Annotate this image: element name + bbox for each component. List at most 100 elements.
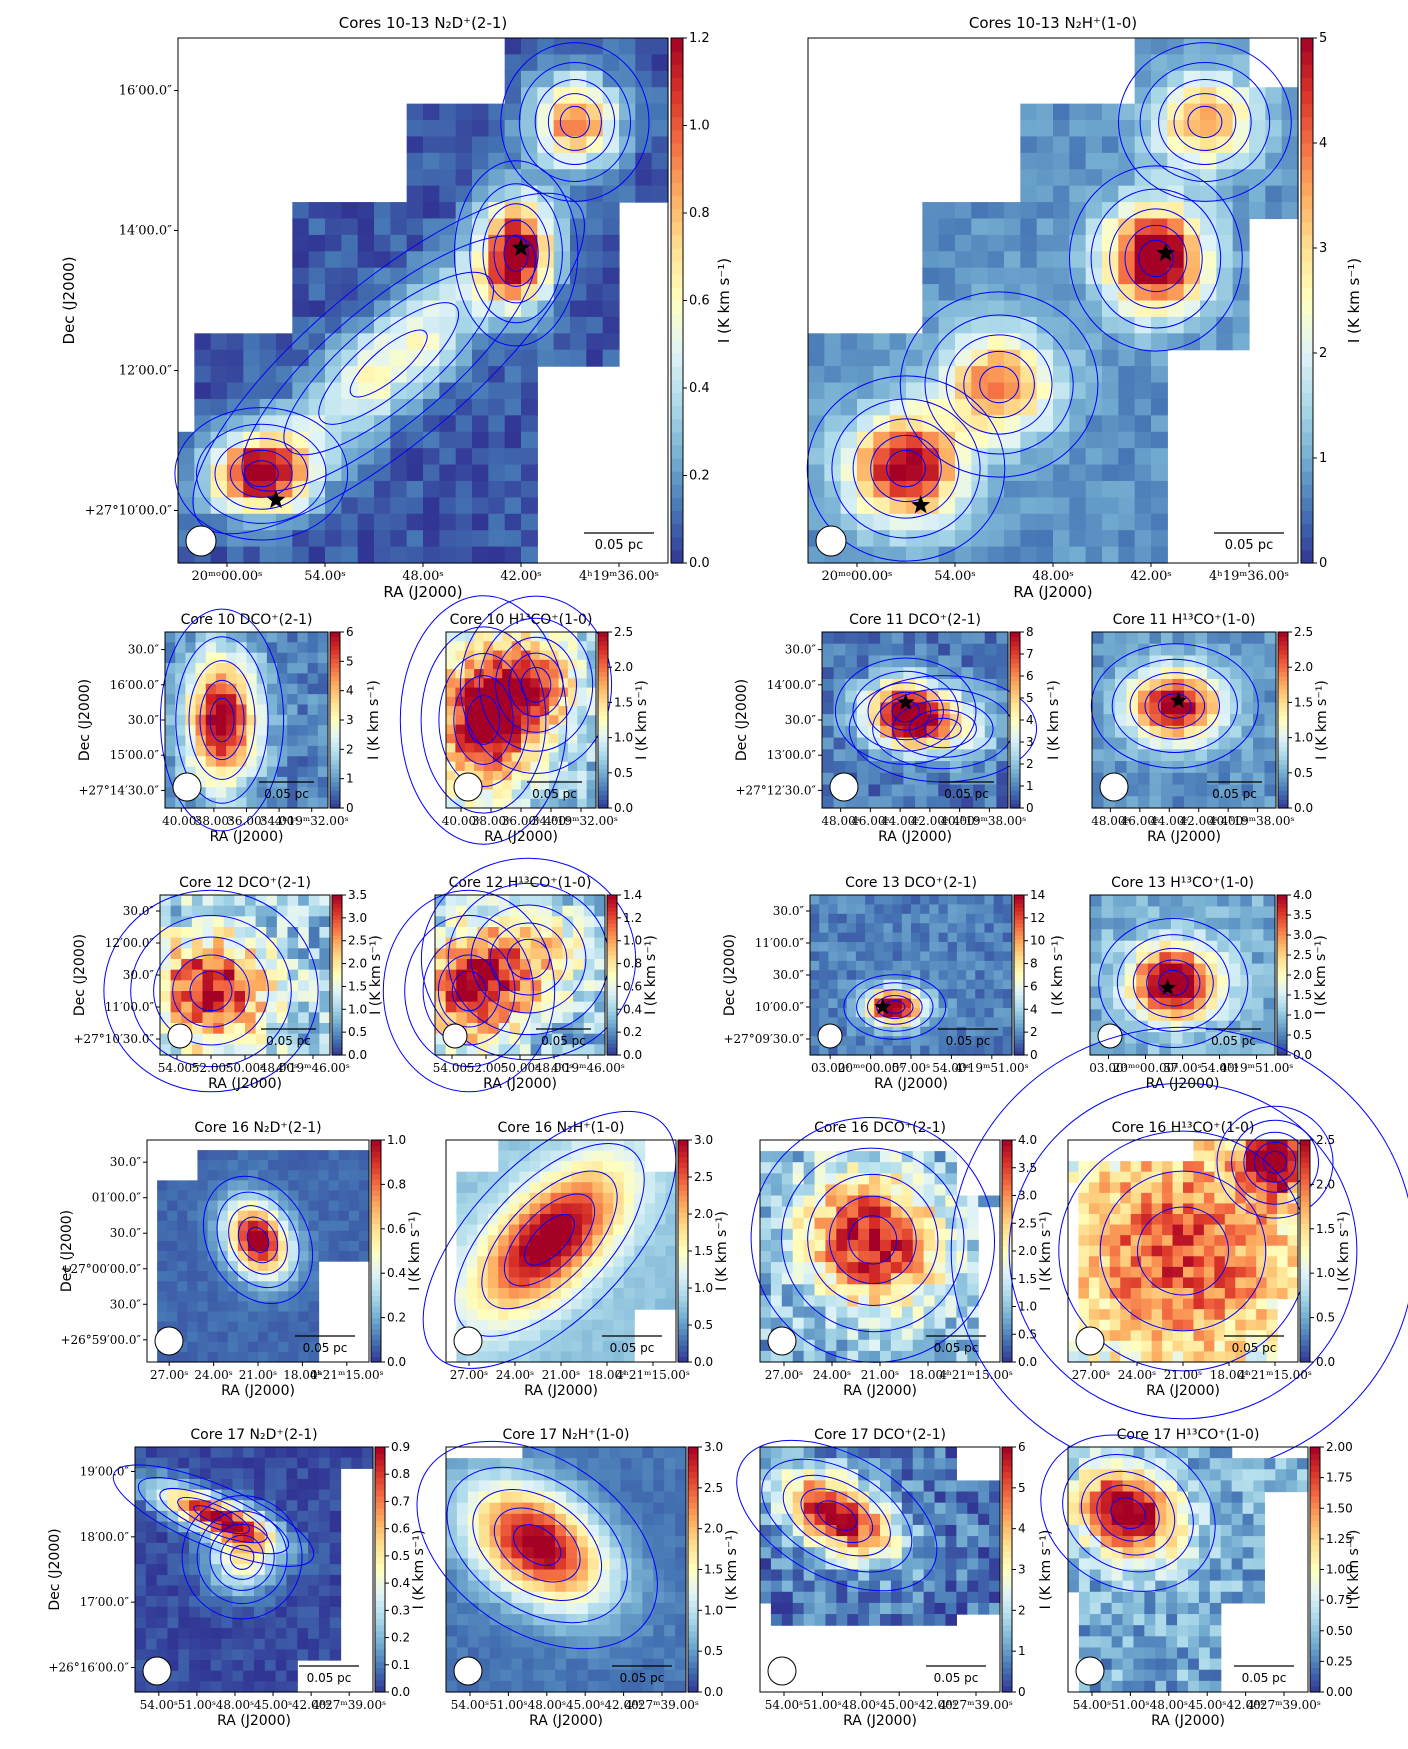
heatmap-pixel (197, 1311, 209, 1323)
colorbar-segment (1301, 523, 1313, 538)
colorbar-segment (330, 658, 340, 664)
heatmap-pixel (259, 480, 277, 498)
heatmap-pixel (357, 349, 375, 367)
heatmap-pixel (567, 687, 578, 698)
heatmap-pixel (530, 948, 542, 960)
heatmap-pixel (966, 989, 976, 1000)
heatmap-pixel (1069, 284, 1087, 302)
heatmap-pixel (938, 761, 951, 774)
heatmap-pixel (865, 989, 875, 1000)
heatmap-pixel (298, 980, 310, 992)
heatmap-pixel (651, 87, 669, 105)
heatmap-pixel (245, 991, 257, 1003)
heatmap-pixel (202, 905, 214, 917)
heatmap-pixel (520, 937, 532, 949)
heatmap-pixel (1004, 300, 1021, 318)
heatmap-pixel (278, 1190, 289, 1202)
heatmap-pixel (197, 1220, 209, 1232)
heatmap-pixel (1124, 1020, 1137, 1033)
heatmap-pixel (567, 789, 578, 800)
heatmap-pixel (1102, 398, 1119, 416)
heatmap-pixel (915, 796, 928, 809)
heatmap-pixel (287, 937, 299, 949)
colorbar-label: I (K km s⁻¹) (634, 680, 650, 760)
heatmap-pixel (466, 969, 479, 981)
colorbar-tick-label: 3 (1319, 241, 1327, 256)
heatmap-pixel (1138, 749, 1151, 762)
heatmap-pixel (1151, 448, 1168, 466)
heatmap-pixel (1167, 87, 1185, 105)
heatmap-pixel (464, 715, 475, 726)
heatmap-pixel (181, 895, 193, 907)
heatmap-pixel (464, 733, 475, 744)
heatmap-pixel (868, 761, 881, 774)
heatmap-pixel (1253, 702, 1266, 715)
colorbar-segment (671, 523, 683, 538)
heatmap-pixel (266, 797, 278, 809)
heatmap-pixel (1232, 103, 1250, 121)
heatmap-pixel (561, 1214, 573, 1226)
heatmap-pixel (205, 683, 217, 695)
heatmap-pixel (308, 431, 326, 449)
colorbar-segment (1014, 987, 1024, 992)
heatmap-pixel (227, 1170, 239, 1181)
heatmap-pixel (955, 497, 972, 515)
colorbar-segment (671, 405, 683, 420)
colorbar-segment (1301, 379, 1313, 393)
heatmap-pixel (197, 1210, 209, 1222)
heatmap-pixel (175, 745, 186, 757)
heatmap-pixel (586, 761, 597, 772)
heatmap-pixel (504, 480, 522, 498)
heatmap-pixel (1159, 1020, 1172, 1033)
heatmap-pixel (1249, 202, 1266, 220)
heatmap-pixel (446, 696, 456, 707)
heatmap-pixel (287, 632, 299, 643)
heatmap-pixel (202, 1044, 214, 1056)
heatmap-pixel (1218, 737, 1231, 750)
heatmap-pixel (824, 333, 842, 351)
colorbar-segment (1010, 742, 1020, 747)
colorbar-tick-label: 3.0 (348, 911, 367, 925)
heatmap-pixel (319, 991, 331, 1003)
heatmap-pixel (175, 642, 186, 654)
colorbar-segment (371, 1178, 381, 1185)
heatmap-pixel (865, 913, 875, 924)
colorbar-segment (671, 392, 683, 407)
heatmap-pixel (1134, 382, 1152, 400)
heatmap-pixel (1036, 546, 1054, 564)
heatmap-pixel (865, 979, 875, 990)
colorbar-segment (1010, 720, 1020, 725)
heatmap-pixel (191, 1012, 204, 1024)
heatmap-pixel (984, 725, 997, 739)
heatmap-pixel (947, 970, 958, 981)
heatmap-pixel (194, 431, 212, 449)
heatmap-pixel (328, 1150, 340, 1161)
colorbar-segment (671, 549, 683, 564)
heatmap-pixel (1069, 300, 1087, 318)
x-tick-label: 20ᵐᵒ00.00ˢ (821, 569, 892, 584)
heatmap-pixel (277, 642, 288, 654)
heatmap-pixel (509, 916, 521, 928)
heatmap-pixel (504, 415, 522, 433)
heatmap-pixel (247, 1291, 259, 1303)
colorbar-segment (1277, 1031, 1287, 1036)
heatmap-pixel (472, 333, 489, 351)
heatmap-pixel (577, 650, 588, 661)
heatmap-pixel (1151, 300, 1168, 318)
heatmap-pixel (217, 1261, 229, 1272)
heatmap-pixel (938, 284, 956, 302)
heatmap-pixel (423, 234, 440, 252)
heatmap-pixel (901, 942, 912, 953)
heatmap-pixel (973, 678, 986, 692)
heatmap-pixel (308, 497, 326, 515)
colorbar-tick-label: 0.2 (623, 1025, 642, 1039)
heatmap-pixel (504, 251, 522, 269)
heatmap-pixel (971, 316, 989, 334)
heatmap-pixel (949, 678, 963, 692)
heatmap-pixel (227, 415, 244, 433)
heatmap-pixel (217, 1251, 229, 1262)
heatmap-pixel (1151, 398, 1168, 416)
heatmap-pixel (644, 1182, 656, 1194)
heatmap-pixel (562, 927, 574, 939)
heatmap-pixel (987, 480, 1005, 498)
